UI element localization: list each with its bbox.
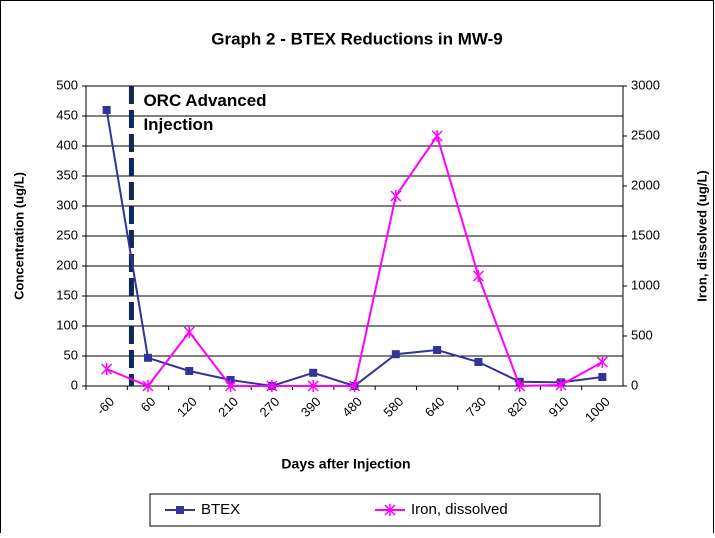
legend-marker bbox=[384, 504, 396, 516]
point bbox=[431, 130, 443, 142]
point bbox=[472, 270, 484, 282]
point bbox=[348, 380, 361, 392]
y2-tick-label: 1500 bbox=[631, 227, 660, 242]
point bbox=[101, 363, 113, 375]
y2-tick-label: 3000 bbox=[631, 77, 660, 92]
y-tick-label: 0 bbox=[71, 377, 78, 392]
y-tick-label: 250 bbox=[56, 227, 78, 242]
point bbox=[266, 380, 278, 392]
point bbox=[307, 380, 319, 392]
point bbox=[143, 353, 152, 362]
point bbox=[514, 380, 526, 392]
y-axis-label: Concentration (ug/L) bbox=[11, 172, 26, 300]
legend-label: BTEX bbox=[201, 501, 240, 518]
y2-tick-label: 1000 bbox=[631, 277, 660, 292]
y2-axis-label: Iron, dissolved (ug/L) bbox=[694, 170, 709, 301]
point bbox=[433, 346, 442, 354]
y2-tick-label: 2000 bbox=[631, 177, 660, 192]
y-tick-label: 450 bbox=[56, 107, 78, 122]
y2-tick-label: 0 bbox=[631, 377, 638, 392]
y-tick-label: 50 bbox=[64, 347, 78, 362]
point bbox=[183, 326, 195, 338]
y2-tick-label: 500 bbox=[631, 327, 653, 342]
point bbox=[102, 106, 111, 114]
point bbox=[391, 350, 400, 359]
point bbox=[309, 368, 318, 377]
y-tick-label: 400 bbox=[56, 137, 78, 152]
y-tick-label: 300 bbox=[56, 197, 78, 212]
point bbox=[390, 190, 402, 202]
point bbox=[596, 356, 608, 368]
y-tick-label: 150 bbox=[56, 287, 78, 302]
chart-title: Graph 2 - BTEX Reductions in MW-9 bbox=[211, 29, 503, 48]
point bbox=[142, 380, 154, 392]
point bbox=[598, 373, 607, 381]
legend-marker bbox=[176, 506, 184, 514]
point bbox=[555, 379, 567, 391]
y2-tick-label: 2500 bbox=[631, 127, 660, 142]
y-tick-label: 350 bbox=[56, 167, 78, 182]
y-tick-label: 500 bbox=[56, 77, 78, 92]
point bbox=[185, 367, 194, 375]
point bbox=[225, 380, 237, 392]
y-tick-label: 100 bbox=[56, 317, 78, 332]
y-tick-label: 200 bbox=[56, 257, 78, 272]
x-axis-label: Days after Injection bbox=[281, 456, 410, 472]
annotation: ORC Advanced Injection bbox=[143, 91, 266, 134]
point bbox=[474, 358, 483, 366]
legend-label: Iron, dissolved bbox=[411, 501, 508, 518]
